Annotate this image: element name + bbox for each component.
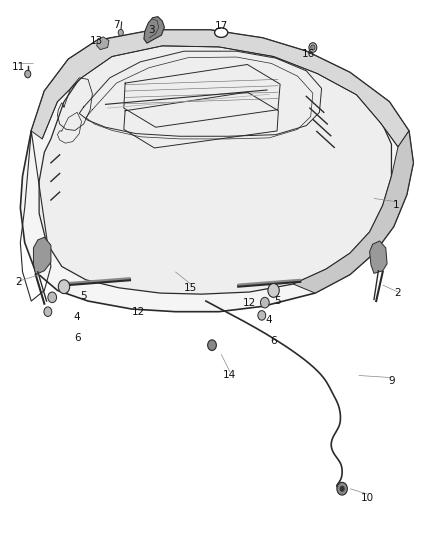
Text: 11: 11	[11, 62, 25, 72]
Circle shape	[118, 29, 124, 36]
Text: 4: 4	[266, 314, 272, 325]
Text: 5: 5	[80, 290, 87, 301]
Text: 4: 4	[74, 312, 81, 322]
Circle shape	[268, 284, 279, 297]
Text: 3: 3	[148, 25, 155, 35]
Text: 2: 2	[395, 288, 401, 298]
Text: 17: 17	[215, 21, 228, 31]
Polygon shape	[33, 237, 51, 274]
Circle shape	[258, 311, 266, 320]
Text: 12: 12	[243, 297, 256, 308]
Circle shape	[25, 70, 31, 78]
Ellipse shape	[215, 28, 228, 37]
Circle shape	[340, 486, 344, 491]
Text: 13: 13	[90, 36, 103, 45]
Polygon shape	[39, 41, 392, 294]
Text: 6: 6	[270, 336, 277, 346]
Text: 10: 10	[361, 492, 374, 503]
Circle shape	[44, 307, 52, 317]
Circle shape	[58, 280, 70, 294]
Text: 9: 9	[388, 376, 395, 386]
Polygon shape	[370, 241, 387, 273]
Polygon shape	[31, 30, 409, 147]
Text: 16: 16	[302, 49, 315, 59]
Polygon shape	[97, 37, 109, 50]
Text: 5: 5	[275, 296, 281, 306]
Circle shape	[337, 482, 347, 495]
Polygon shape	[293, 131, 413, 293]
Text: 15: 15	[184, 283, 197, 293]
Text: 7: 7	[113, 20, 120, 30]
Text: 12: 12	[131, 306, 145, 317]
Circle shape	[261, 297, 269, 308]
Text: 14: 14	[223, 370, 237, 381]
Polygon shape	[144, 17, 164, 43]
Circle shape	[309, 43, 317, 52]
Text: 6: 6	[74, 333, 81, 343]
Text: 2: 2	[15, 278, 21, 287]
Circle shape	[208, 340, 216, 351]
Circle shape	[311, 45, 315, 50]
Circle shape	[48, 292, 57, 303]
Text: 1: 1	[392, 200, 399, 211]
Polygon shape	[20, 30, 413, 312]
